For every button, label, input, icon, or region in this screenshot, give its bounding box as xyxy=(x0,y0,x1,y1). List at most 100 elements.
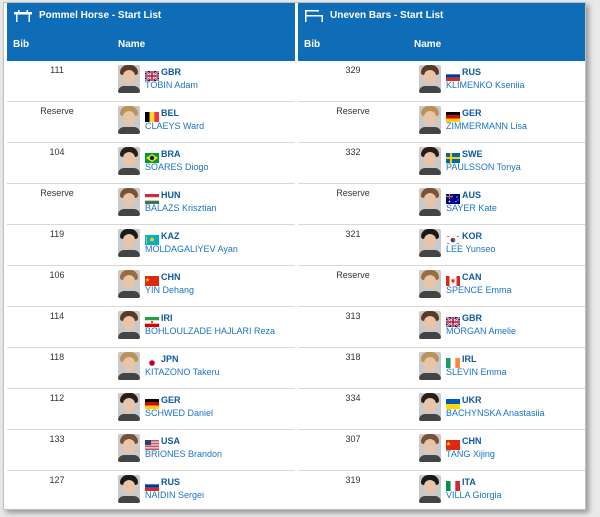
country-code: GBR xyxy=(462,313,482,323)
bib-number: 332 xyxy=(345,147,361,157)
column-header-bib: Bib xyxy=(13,39,30,50)
bib-number: 104 xyxy=(49,147,65,157)
athlete-photo xyxy=(118,147,140,175)
country-code: CHN xyxy=(161,272,181,282)
uneven-bars-icon xyxy=(305,10,323,22)
athlete-photo xyxy=(118,311,140,339)
chn-flag-icon xyxy=(446,437,460,450)
athlete-photo xyxy=(419,434,441,462)
country-code: GBR xyxy=(161,67,181,77)
athlete-photo xyxy=(419,270,441,298)
athlete-name-link[interactable]: TANG Xijing xyxy=(446,449,495,459)
gbr-flag-icon xyxy=(445,314,461,328)
athlete-row: 332 SWE PAULSSON Tonya xyxy=(298,143,585,184)
athlete-name-link[interactable]: YIN Dehang xyxy=(145,285,195,295)
country-code: IRL xyxy=(462,354,477,364)
bib-number: Reserve xyxy=(40,188,74,198)
athlete-photo xyxy=(118,270,140,298)
athlete-photo xyxy=(419,352,441,380)
athlete-name-link[interactable]: KLIMENKO Kseniia xyxy=(446,80,525,90)
athlete-name-link[interactable]: ZIMMERMANN Lisa xyxy=(446,121,528,131)
athlete-row: Reserve CAN SPENCE Emma xyxy=(298,266,585,307)
athlete-name-link[interactable]: BACHYNSKA Anastasiia xyxy=(446,408,545,418)
athlete-row: 104 BRA SOARES Diogo xyxy=(7,143,295,184)
athlete-row: 334 UKR BACHYNSKA Anastasiia xyxy=(298,389,585,430)
ger-flag-icon xyxy=(145,396,159,409)
athlete-row: 313 GBR MORGAN Amelie xyxy=(298,307,585,348)
kaz-flag-icon xyxy=(145,232,159,245)
athlete-list: 329 RUS KLIMENKO Kseniia Reserve GER ZIMMERMA… xyxy=(298,61,585,509)
athlete-photo xyxy=(419,475,441,503)
can-flag-icon xyxy=(446,273,460,286)
country-code: USA xyxy=(161,436,181,446)
bra-flag-icon xyxy=(145,150,159,163)
country-code: JPN xyxy=(161,354,179,364)
athlete-name-link[interactable]: SPENCE Emma xyxy=(446,285,512,295)
start-list-frame: Pommel Horse - Start List Bib Name 111 GB… xyxy=(3,2,586,510)
bib-number: 118 xyxy=(49,352,65,362)
swe-flag-icon xyxy=(446,150,460,163)
country-code: BEL xyxy=(161,108,179,118)
athlete-photo xyxy=(419,147,441,175)
country-code: RUS xyxy=(161,477,181,487)
country-code: UKR xyxy=(462,395,482,405)
athlete-row: 112 GER SCHWED Daniel xyxy=(7,389,295,430)
athlete-name-link[interactable]: PAULSSON Tonya xyxy=(446,162,521,172)
jpn-flag-icon xyxy=(144,355,160,369)
rus-flag-icon xyxy=(446,68,460,81)
bib-number: 319 xyxy=(345,475,361,485)
gbr-flag-icon xyxy=(144,68,160,82)
athlete-name-link[interactable]: LEE Yunseo xyxy=(446,244,496,254)
athlete-name-link[interactable]: VILLA Giorgia xyxy=(446,490,502,500)
panel-header: Uneven Bars - Start List Bib Name xyxy=(298,3,585,61)
athlete-photo xyxy=(419,106,441,134)
athlete-name-link[interactable]: BOHLOULZADE HAJLARI Reza xyxy=(145,326,276,336)
athlete-name-link[interactable]: SLEVIN Emma xyxy=(446,367,507,377)
bib-number: 334 xyxy=(345,393,361,403)
bel-flag-icon xyxy=(145,109,159,122)
country-code: GER xyxy=(462,108,482,118)
athlete-row: 106 CHN YIN Dehang xyxy=(7,266,295,307)
iri-flag-icon xyxy=(145,314,159,327)
ger-flag-icon xyxy=(446,109,460,122)
bib-number: 127 xyxy=(49,475,65,485)
bib-number: 112 xyxy=(49,393,65,403)
athlete-row: 307 CHN TANG Xijing xyxy=(298,430,585,471)
athlete-row: 119 KAZ MOLDAGALIYEV Ayan xyxy=(7,225,295,266)
country-code: CHN xyxy=(462,436,482,446)
country-code: IRI xyxy=(161,313,173,323)
ukr-flag-icon xyxy=(446,396,460,409)
athlete-row: Reserve BEL CLAEYS Ward xyxy=(7,102,295,143)
bib-number: Reserve xyxy=(40,106,74,116)
athlete-name-link[interactable]: MOLDAGALIYEV Ayan xyxy=(145,244,238,254)
athlete-name-link[interactable]: SOARES Diogo xyxy=(145,162,209,172)
athlete-photo xyxy=(118,106,140,134)
athlete-name-link[interactable]: TOBIN Adam xyxy=(145,80,198,90)
athlete-name-link[interactable]: BRIONES Brandon xyxy=(145,449,223,459)
bib-number: 111 xyxy=(50,65,64,75)
pommel-horse-panel: Pommel Horse - Start List Bib Name 111 GB… xyxy=(7,3,295,509)
athlete-name-link[interactable]: KITAZONO Takeru xyxy=(145,367,220,377)
athlete-row: 319 ITA VILLA Giorgia xyxy=(298,471,585,509)
bib-number: Reserve xyxy=(336,188,370,198)
rus-flag-icon xyxy=(145,478,159,491)
athlete-name-link[interactable]: CLAEYS Ward xyxy=(145,121,205,131)
country-code: BRA xyxy=(161,149,181,159)
athlete-name-link[interactable]: SAYER Kate xyxy=(446,203,497,213)
bib-number: 313 xyxy=(345,311,361,321)
athlete-photo xyxy=(419,65,441,93)
athlete-photo xyxy=(419,229,441,257)
athlete-photo xyxy=(118,352,140,380)
bib-number: Reserve xyxy=(336,270,370,280)
athlete-name-link[interactable]: BALAZS Krisztian xyxy=(145,203,217,213)
country-code: HUN xyxy=(161,190,181,200)
athlete-row: 329 RUS KLIMENKO Kseniia xyxy=(298,61,585,102)
column-header-bib: Bib xyxy=(304,39,321,50)
athlete-photo xyxy=(118,229,140,257)
athlete-row: Reserve HUN BALAZS Krisztian xyxy=(7,184,295,225)
athlete-name-link[interactable]: NAIDIN Sergei xyxy=(145,490,205,500)
athlete-name-link[interactable]: SCHWED Daniel xyxy=(145,408,214,418)
athlete-name-link[interactable]: MORGAN Amelie xyxy=(446,326,517,336)
bib-number: 318 xyxy=(345,352,361,362)
bib-number: 307 xyxy=(345,434,361,444)
